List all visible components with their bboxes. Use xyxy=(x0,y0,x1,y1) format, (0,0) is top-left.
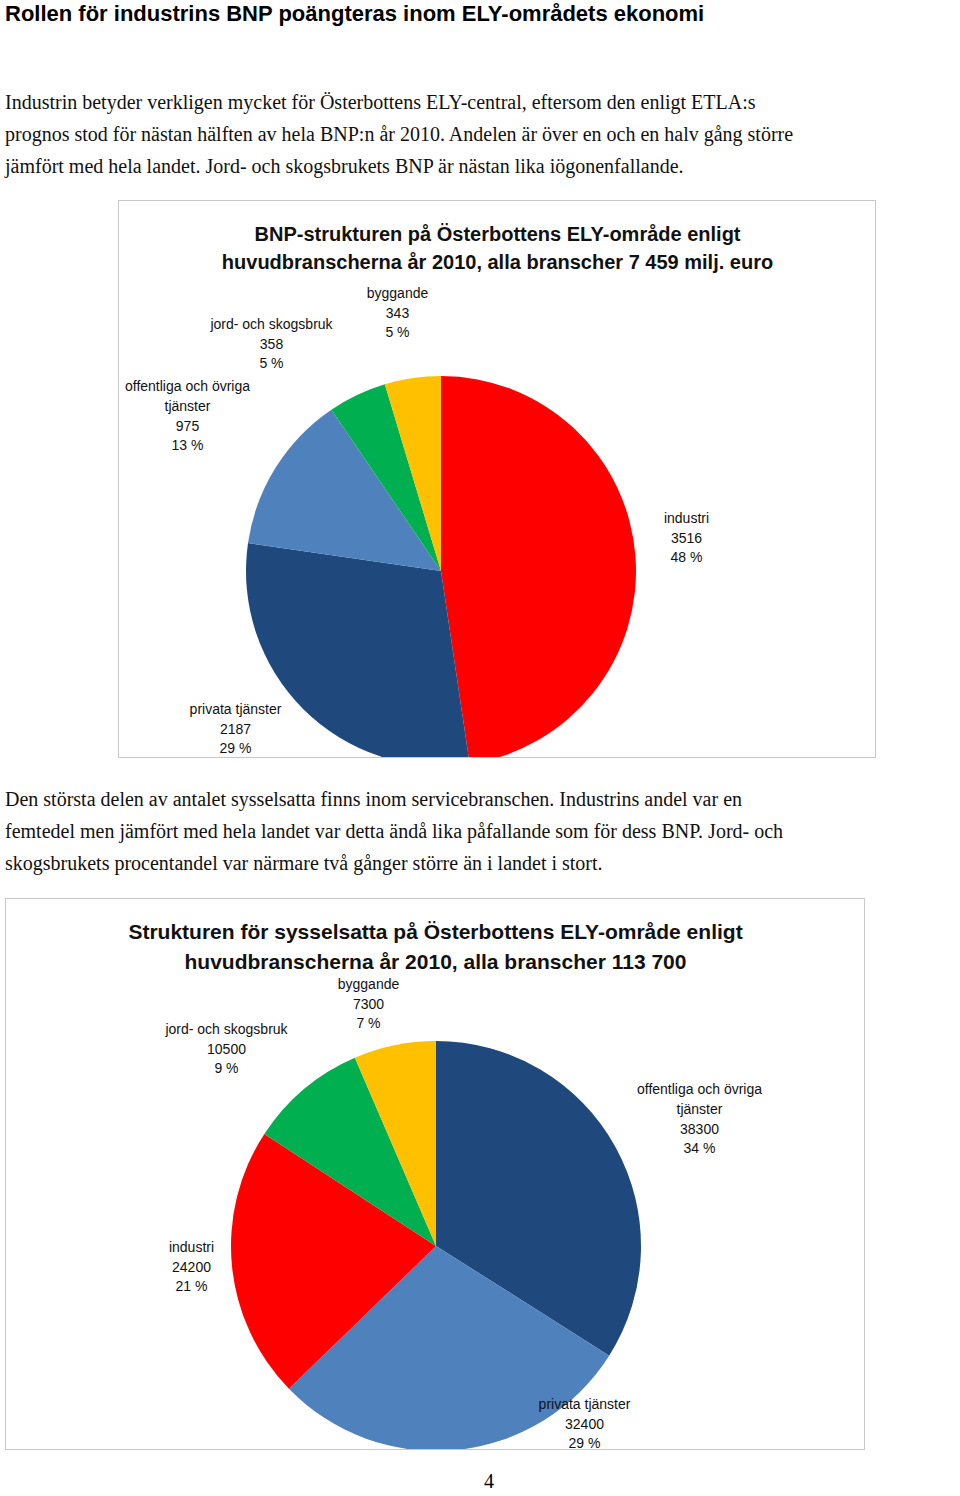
html-text:jämfört med hela landet. Jord-: jämfört med hela landet. Jord- och skogs… xyxy=(5,155,684,177)
svg-text:industri351648 %: industri351648 % xyxy=(664,510,709,565)
html-text:femtedel men jämfört med hela: femtedel men jämfört med hela landet var… xyxy=(5,820,784,842)
html-text:prognos stod för nästan hälfte: prognos stod för nästan hälften av hela … xyxy=(5,123,794,145)
html-text:Industrin betyder verkligen my: Industrin betyder verkligen mycket för Ö… xyxy=(5,91,756,113)
svg-text:byggande73007 %: byggande73007 % xyxy=(338,976,400,1031)
html-text:Den största delen av antalet s: Den största delen av antalet sysselsatta… xyxy=(5,788,742,810)
svg-text:jord- och skogsbruk105009 %: jord- och skogsbruk105009 % xyxy=(164,1021,288,1076)
html-text:skogsbrukets procentandel var: skogsbrukets procentandel var närmare tv… xyxy=(5,852,603,874)
svg-text:privata tjänster3240029 %: privata tjänster3240029 % xyxy=(539,1396,631,1449)
svg-text:industri2420021 %: industri2420021 % xyxy=(169,1239,214,1294)
svg-text:privata tjänster218729 %: privata tjänster218729 % xyxy=(190,701,282,756)
svg-text:offentliga och övrigatjänster9: offentliga och övrigatjänster97513 % xyxy=(125,378,250,453)
svg-text:BNP-strukturen på Österbottens: BNP-strukturen på Österbottens ELY-områd… xyxy=(222,223,773,273)
html-text:Rollen för industrins BNP poän: Rollen för industrins BNP poängteras ino… xyxy=(5,1,705,26)
svg-text:byggande3435 %: byggande3435 % xyxy=(367,285,429,340)
html-text:4: 4 xyxy=(484,1470,494,1492)
svg-text:Strukturen för sysselsatta på: Strukturen för sysselsatta på Österbotte… xyxy=(128,920,742,972)
svg-text:offentliga och övrigatjänster3: offentliga och övrigatjänster3830034 % xyxy=(637,1081,762,1156)
svg-text:jord- och skogsbruk3585 %: jord- och skogsbruk3585 % xyxy=(209,316,333,371)
